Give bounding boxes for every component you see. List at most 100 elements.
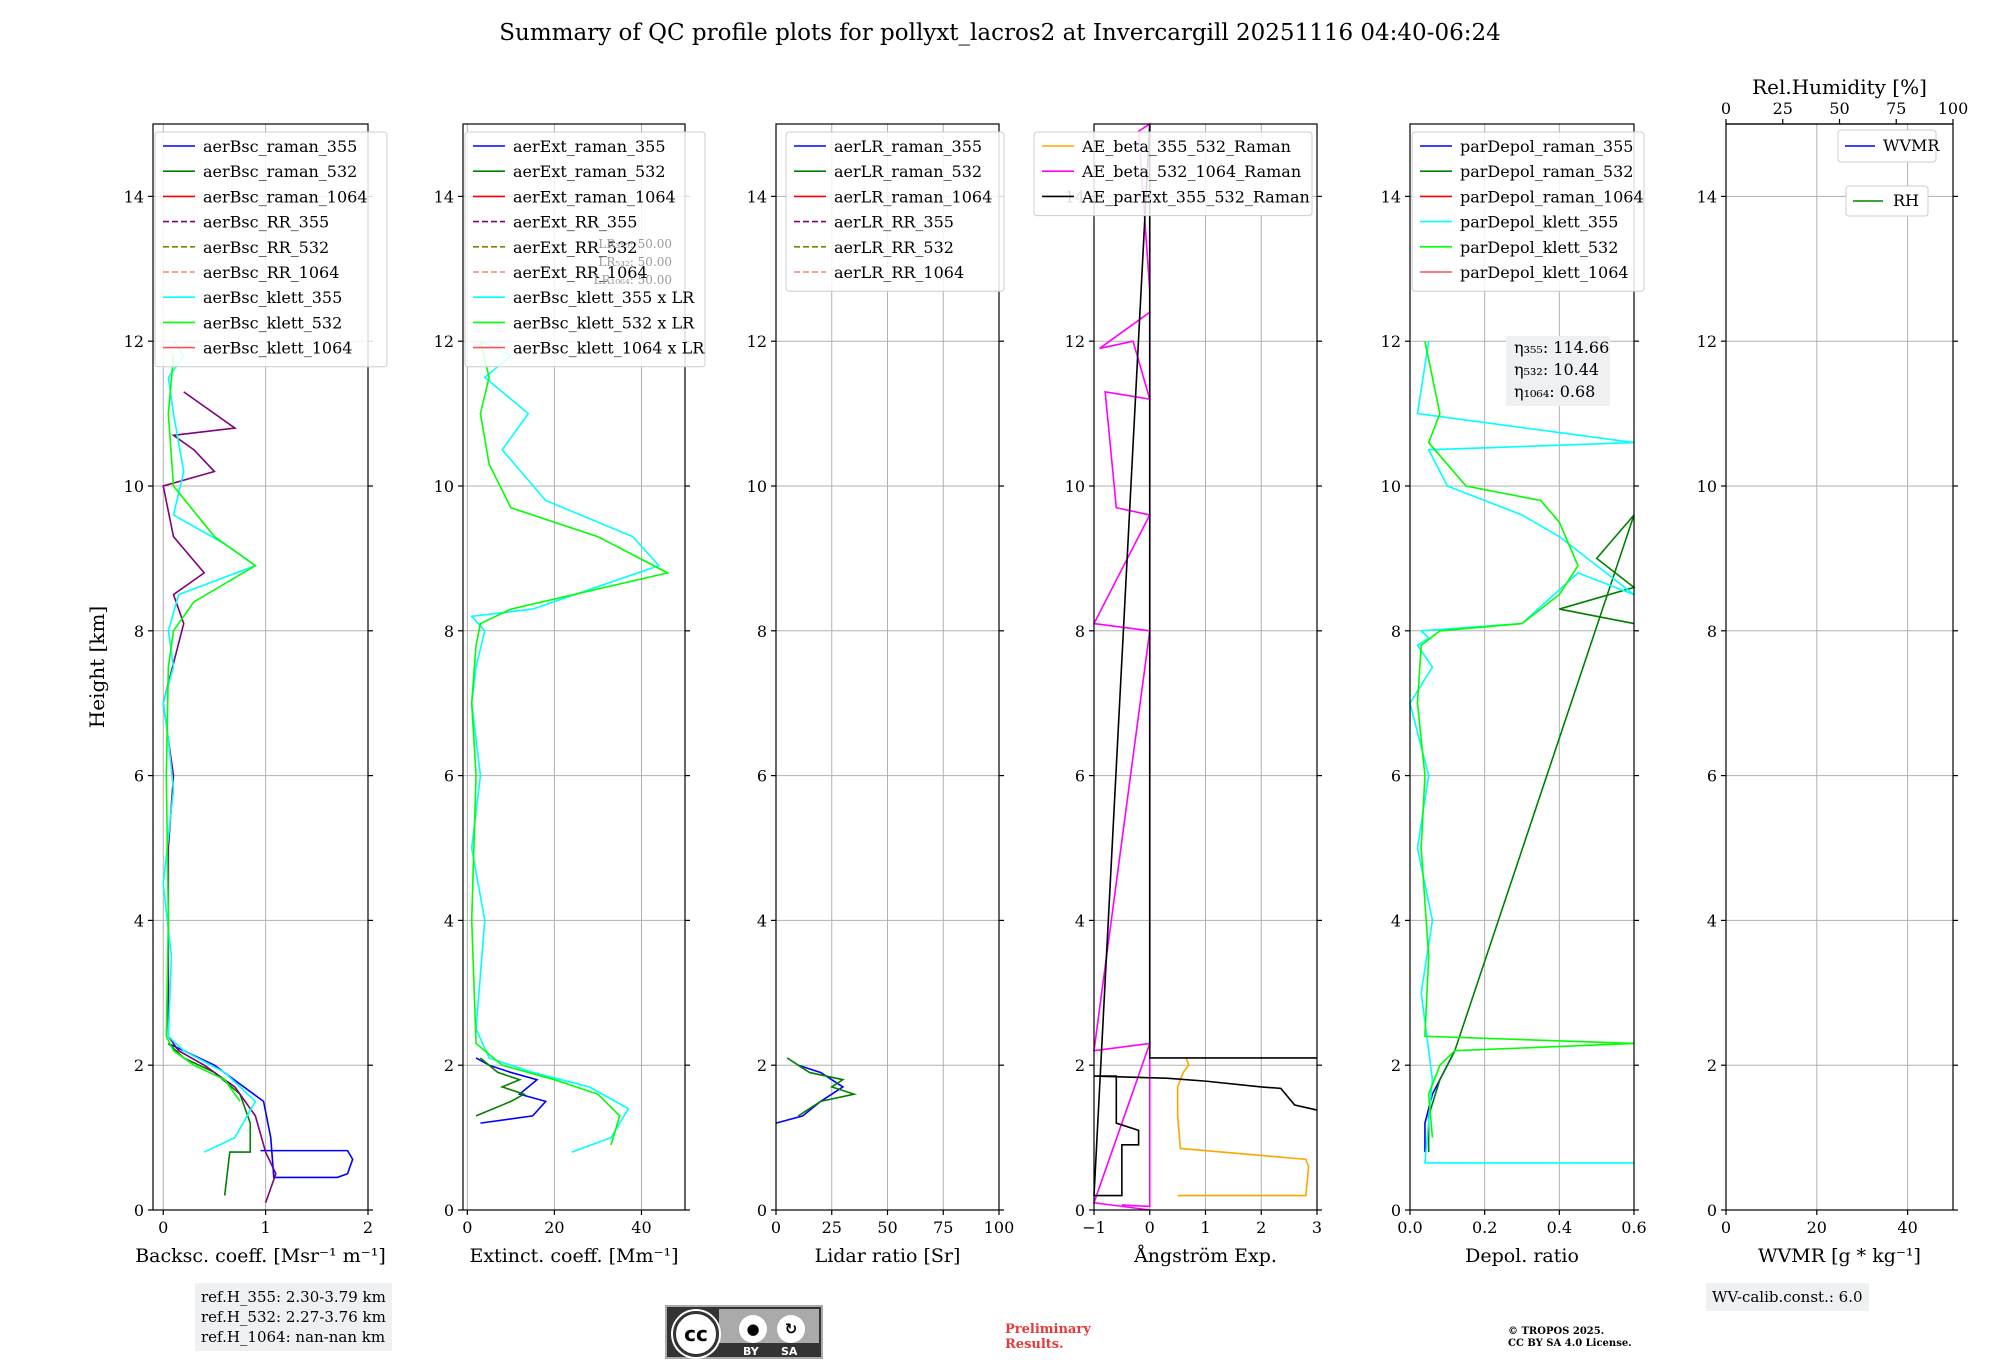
series-line-aerLR_raman_532 xyxy=(786,1057,858,1117)
x-tick-label: 2 xyxy=(1256,1218,1266,1237)
y-tick-label: 6 xyxy=(757,767,767,786)
preliminary-line-1: Preliminary xyxy=(1005,1322,1091,1337)
y-tick-label: 12 xyxy=(747,332,767,351)
y-tick-label: 10 xyxy=(747,477,767,496)
cc-logo-icon: cc xyxy=(673,1311,719,1357)
series-line-aerExt_raman_532 xyxy=(475,1057,526,1117)
y-tick-label: 8 xyxy=(134,622,144,641)
legend: aerExt_raman_355 aerExt_raman_532 aerExt_r… xyxy=(464,131,706,368)
x-axis-label: Extinct. coeff. [Mm⁻¹] xyxy=(469,1245,678,1267)
legend-label-AE_beta_355_532_Raman: AE_beta_355_532_Raman xyxy=(1081,137,1291,156)
axes-frame xyxy=(152,123,369,1211)
x-tick-label: 0 xyxy=(771,1218,781,1237)
lr-hint-text: LR₃₅₅: 50.00 xyxy=(598,237,672,251)
series-line-parDepol_raman_532 xyxy=(1427,514,1636,1153)
x-tick-label: 100 xyxy=(984,1218,1015,1237)
y-tick-label: 2 xyxy=(444,1056,454,1075)
legend-label-AE_parExt_355_532_Raman: AE_parExt_355_532_Raman xyxy=(1081,187,1310,206)
legend-label-aerLR_raman_532: aerLR_raman_532 xyxy=(834,162,982,181)
y-tick-label: 2 xyxy=(1075,1056,1085,1075)
x-axis-label: Lidar ratio [Sr] xyxy=(815,1245,961,1267)
legend-box xyxy=(1033,131,1313,217)
y-tick-label: 12 xyxy=(1381,332,1401,351)
y-tick-label: 4 xyxy=(1075,911,1085,930)
legend-label-aerExt_RR_355: aerExt_RR_355 xyxy=(513,213,637,232)
depol-calibration-box: η₃₅₅: 114.66 η₅₃₂: 10.44 η₁₀₆₄: 0.68 xyxy=(1506,336,1610,406)
legend-box xyxy=(1411,131,1645,292)
copyright-line-1: © TROPOS 2025. xyxy=(1508,1326,1605,1337)
y-tick-label: 10 xyxy=(1381,477,1401,496)
y-tick-label: 8 xyxy=(1707,622,1717,641)
legend-label-aerExt_raman_355: aerExt_raman_355 xyxy=(513,137,666,156)
sa-label: SA xyxy=(781,1345,798,1358)
y-tick-label: 12 xyxy=(1697,332,1717,351)
legend-label-aerBsc_RR_1064: aerBsc_RR_1064 xyxy=(203,263,339,282)
y-tick-label: 2 xyxy=(1707,1056,1717,1075)
y-tick-label: 14 xyxy=(1381,187,1401,206)
x-tick-label: 20 xyxy=(1807,1218,1827,1237)
ref-height-355: ref.H_355: 2.30-3.79 km xyxy=(201,1288,386,1306)
legend-label-parDepol_raman_355: parDepol_raman_355 xyxy=(1460,137,1633,156)
legend-label-aerExt_raman_532: aerExt_raman_532 xyxy=(513,162,666,181)
y-tick-label: 4 xyxy=(444,911,454,930)
series-line-parDepol_klett_355 xyxy=(1409,341,1635,1164)
x-axis-label: WVMR [g * kg⁻¹] xyxy=(1758,1245,1921,1267)
panel-wv: 0 2 4 6 8 10 12 14 0 20 40 WVMR [g * kg⁻¹] 0 25 50 75 10… xyxy=(1697,75,1969,1267)
cc-license-badge: cc ● ↻ BY SA xyxy=(665,1305,823,1359)
panel-ext: 0 2 4 6 8 10 12 14 0 20 40 Extinct. coeff. [Mm⁻¹] ae… xyxy=(434,123,706,1267)
y-tick-label: 6 xyxy=(444,767,454,786)
y-tick-label: 0 xyxy=(1707,1201,1717,1220)
preliminary-line-2: Results. xyxy=(1005,1337,1064,1352)
legend-label-RH: RH xyxy=(1893,191,1919,210)
legend-box xyxy=(154,131,388,368)
legend-label-AE_beta_532_1064_Raman: AE_beta_532_1064_Raman xyxy=(1081,162,1301,181)
y-tick-label: 0 xyxy=(134,1201,144,1220)
y-tick-label: 0 xyxy=(444,1201,454,1220)
x-tick-label: 0.2 xyxy=(1472,1218,1497,1237)
series-line-aerBsc_klett_532 xyxy=(165,355,257,1102)
legend-label-WVMR: WVMR xyxy=(1883,136,1940,155)
series-line-aerExt_raman_355 xyxy=(475,1057,548,1124)
legend-label-aerExt_raman_1064: aerExt_raman_1064 xyxy=(513,187,676,206)
y-tick-label: 10 xyxy=(124,477,144,496)
legend-label-aerBsc_klett_1064 x LR: aerBsc_klett_1064 x LR xyxy=(513,339,705,358)
axes-frame xyxy=(1409,123,1635,1211)
axes-frame xyxy=(1725,123,1954,1211)
by-label: BY xyxy=(743,1345,759,1358)
legend: aerBsc_raman_355 aerBsc_raman_532 aerBsc_r… xyxy=(154,131,388,368)
top-axis-label: Rel.Humidity [%] xyxy=(1752,75,1927,99)
y-tick-label: 8 xyxy=(1391,622,1401,641)
top-x-tick-label: 75 xyxy=(1886,99,1906,118)
legend-label-aerBsc_klett_532 x LR: aerBsc_klett_532 x LR xyxy=(513,313,695,332)
y-tick-label: 12 xyxy=(1065,332,1085,351)
legend-label-aerBsc_raman_1064: aerBsc_raman_1064 xyxy=(203,187,368,206)
y-tick-label: 10 xyxy=(434,477,454,496)
y-tick-label: 6 xyxy=(1391,767,1401,786)
y-tick-label: 4 xyxy=(134,911,144,930)
legend-label-parDepol_klett_355: parDepol_klett_355 xyxy=(1460,213,1618,232)
legend-label-aerBsc_RR_532: aerBsc_RR_532 xyxy=(203,238,329,257)
legend-label-aerLR_RR_355: aerLR_RR_355 xyxy=(834,213,954,232)
x-tick-label: −1 xyxy=(1082,1218,1106,1237)
sa-share-icon: ↻ xyxy=(777,1315,805,1343)
series-line-parDepol_klett_532 xyxy=(1416,341,1635,1138)
y-tick-label: 6 xyxy=(1075,767,1085,786)
y-tick-label: 4 xyxy=(1707,911,1717,930)
top-x-tick-label: 100 xyxy=(1938,99,1969,118)
panel-depol: 0 2 4 6 8 10 12 14 0.0 0.2 0.4 0.6 Depol. ratio parDe… xyxy=(1381,123,1647,1267)
legend-label-aerExt_RR_1064: aerExt_RR_1064 xyxy=(513,263,648,282)
legend-label-aerBsc_RR_355: aerBsc_RR_355 xyxy=(203,213,329,232)
legend-label-aerBsc_klett_532: aerBsc_klett_532 xyxy=(203,313,342,332)
lr-hint-text: LR₅₃₂: 50.00 xyxy=(598,255,672,269)
y-tick-label: 2 xyxy=(134,1056,144,1075)
y-tick-label: 10 xyxy=(1065,477,1085,496)
reference-heights-box: ref.H_355: 2.30-3.79 km ref.H_532: 2.27-… xyxy=(195,1283,392,1351)
eta-value: η₁₀₆₄: 0.68 xyxy=(1514,382,1595,401)
legend-label-parDepol_raman_1064: parDepol_raman_1064 xyxy=(1460,187,1644,206)
y-tick-label: 4 xyxy=(1391,911,1401,930)
y-tick-label: 14 xyxy=(1697,187,1717,206)
legend-label-parDepol_klett_532: parDepol_klett_532 xyxy=(1460,238,1618,257)
y-tick-label: 0 xyxy=(1391,1201,1401,1220)
series-line-aerBsc_raman_532 xyxy=(167,1042,252,1196)
